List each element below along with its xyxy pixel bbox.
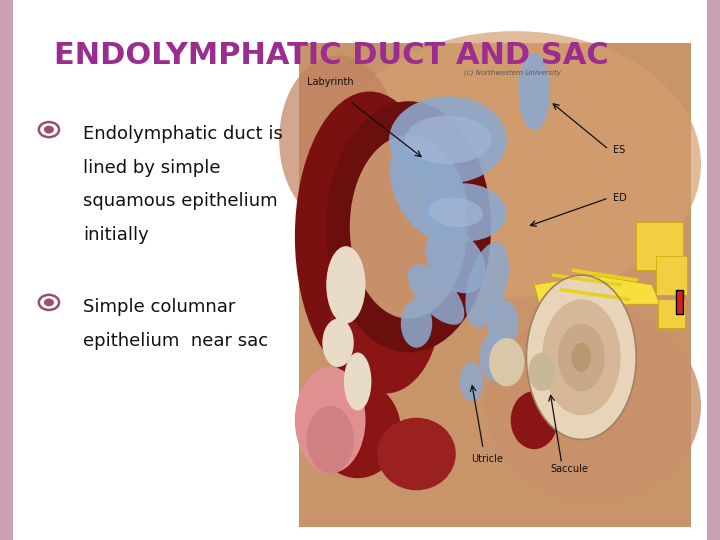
FancyBboxPatch shape [0,0,13,540]
FancyBboxPatch shape [707,0,720,540]
FancyBboxPatch shape [656,256,688,294]
Ellipse shape [510,391,558,449]
Ellipse shape [323,319,354,367]
Text: initially: initially [83,226,148,244]
Ellipse shape [487,299,518,348]
Ellipse shape [344,353,372,410]
FancyBboxPatch shape [636,222,683,271]
Text: Utricle: Utricle [472,454,503,464]
Ellipse shape [389,96,507,184]
Polygon shape [534,275,660,314]
Ellipse shape [377,418,456,490]
Ellipse shape [326,101,491,353]
Ellipse shape [489,338,524,386]
Circle shape [45,299,53,306]
Ellipse shape [295,367,366,474]
Text: ENDOLYMPHATIC DUCT AND SAC: ENDOLYMPHATIC DUCT AND SAC [54,40,608,70]
Ellipse shape [526,275,636,440]
Ellipse shape [295,91,444,381]
Text: Saccule: Saccule [550,463,588,474]
Text: Labyrinth: Labyrinth [307,77,354,87]
Ellipse shape [428,198,483,227]
Ellipse shape [572,343,591,372]
Text: squamous epithelium: squamous epithelium [83,192,277,210]
Ellipse shape [485,309,701,502]
Ellipse shape [542,299,621,415]
Ellipse shape [408,264,464,325]
FancyBboxPatch shape [675,289,683,314]
Ellipse shape [480,333,510,381]
Ellipse shape [390,137,467,240]
Text: epithelium  near sac: epithelium near sac [83,332,268,349]
Ellipse shape [350,135,467,319]
Ellipse shape [330,225,440,394]
FancyBboxPatch shape [658,299,685,328]
Ellipse shape [401,299,432,348]
FancyBboxPatch shape [299,43,691,526]
Ellipse shape [518,53,550,130]
Ellipse shape [459,362,483,401]
Text: ED: ED [613,193,626,203]
Ellipse shape [426,228,486,293]
Ellipse shape [307,406,354,474]
Text: lined by simple: lined by simple [83,159,220,177]
Ellipse shape [326,246,366,323]
Text: Simple columnar: Simple columnar [83,298,235,316]
Ellipse shape [279,55,397,225]
Ellipse shape [405,116,491,164]
Ellipse shape [328,31,701,297]
Ellipse shape [420,183,507,241]
Ellipse shape [528,353,556,391]
Text: ES: ES [613,145,625,154]
Ellipse shape [315,381,401,478]
Ellipse shape [558,323,605,391]
Ellipse shape [465,242,509,328]
Text: Endolymphatic duct is: Endolymphatic duct is [83,125,283,143]
Circle shape [45,126,53,133]
Text: (c) Northwestern University: (c) Northwestern University [464,69,560,76]
